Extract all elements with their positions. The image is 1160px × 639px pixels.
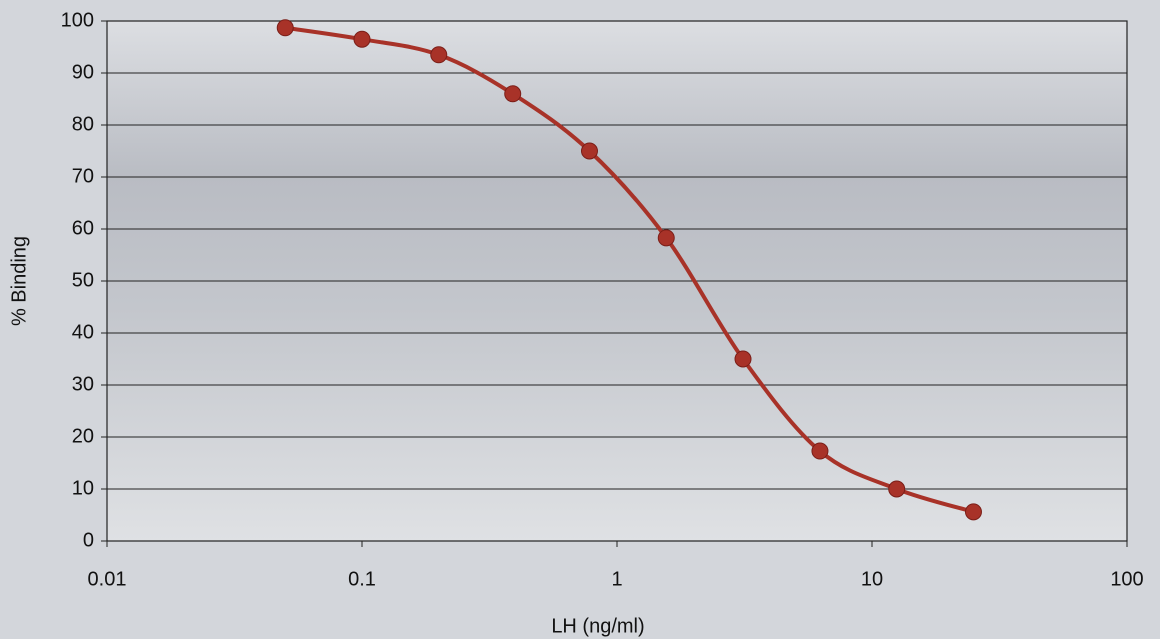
x-axis-label: LH (ng/ml) xyxy=(551,615,644,637)
y-tick-label: 90 xyxy=(72,61,94,83)
y-tick-label: 20 xyxy=(72,425,94,447)
y-tick-label: 30 xyxy=(72,373,94,395)
y-tick-label: 50 xyxy=(72,269,94,291)
data-point xyxy=(811,442,829,460)
y-tick-label: 0 xyxy=(83,529,94,551)
x-tick-label: 1 xyxy=(611,568,622,590)
data-point xyxy=(888,480,906,498)
data-point xyxy=(430,46,448,64)
y-tick-label: 80 xyxy=(72,113,94,135)
y-tick-label: 60 xyxy=(72,217,94,239)
plot-border xyxy=(106,20,1128,542)
y-tick-label: 40 xyxy=(72,321,94,343)
x-tick-label: 10 xyxy=(861,568,883,590)
data-point xyxy=(580,142,598,160)
x-tick-label: 0.01 xyxy=(88,568,127,590)
x-tick-label: 0.1 xyxy=(348,568,376,590)
y-tick-label: 10 xyxy=(72,477,94,499)
data-point xyxy=(504,85,522,103)
x-tick-label: 100 xyxy=(1110,568,1143,590)
data-point xyxy=(657,229,675,247)
y-axis-label: % Binding xyxy=(8,236,30,326)
y-tick-label: 100 xyxy=(61,9,94,31)
data-point xyxy=(734,350,752,368)
data-point xyxy=(276,19,294,37)
data-point xyxy=(353,30,371,48)
line xyxy=(284,25,975,514)
data-point xyxy=(964,503,982,521)
y-tick-label: 70 xyxy=(72,165,94,187)
